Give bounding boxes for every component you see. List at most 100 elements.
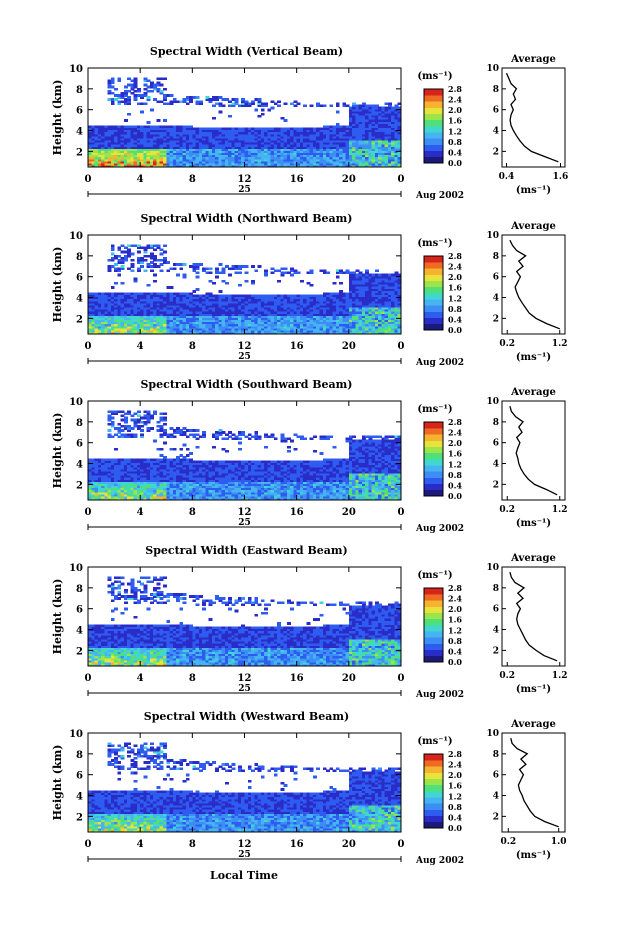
heatmap-cell [176,319,180,323]
heatmap-cell [221,311,226,314]
heatmap-cell [254,311,259,314]
heatmap-cell [143,131,148,135]
heatmap-cell [94,313,99,316]
heatmap-cell [361,102,366,106]
heatmap-cell [159,323,164,327]
heatmap-cell [273,142,278,145]
heatmap-cell [397,302,402,306]
heatmap-cell [179,152,184,156]
heatmap-cell [101,127,105,131]
heatmap-cell [211,133,216,137]
heatmap-cell [361,290,366,293]
heatmap-cell [388,152,392,156]
heatmap-cell [342,146,347,149]
heatmap-cell [374,298,379,302]
heatmap-cell [388,329,392,333]
heatmap-cell [133,148,138,151]
heatmap-cell [221,158,226,162]
heatmap-cell [355,127,360,131]
heatmap-cell [88,125,92,128]
heatmap-cell [251,139,255,143]
heatmap-cell [189,100,193,103]
heatmap-cell [110,133,115,137]
heatmap-cell [283,298,288,302]
heatmap-cell [117,135,122,139]
heatmap-cell [293,158,298,162]
heatmap-cell [91,298,96,302]
heatmap-cell [94,325,99,329]
heatmap-cell [397,164,402,168]
date-number: 25 [238,185,251,195]
heatmap-cell [254,315,259,318]
heatmap-cell [179,292,184,295]
heatmap-cell [371,158,376,162]
heatmap-cell [221,309,226,312]
heatmap-cell [254,319,259,323]
heatmap-cell [335,137,340,141]
heatmap-cell [257,304,262,308]
heatmap-cell [352,156,356,160]
heatmap-cell [97,304,102,308]
heatmap-cell [247,144,252,147]
heatmap-cell [322,317,327,320]
heatmap-cell [136,127,141,131]
colorbar-swatch [424,293,443,300]
heatmap-cell [163,302,167,306]
colorbar-tick-label: 2.8 [448,84,462,94]
heatmap-cell [104,164,109,168]
heatmap-cell [270,319,275,323]
heatmap-cell [397,148,402,151]
heatmap-cell [88,327,92,331]
heatmap-cell [361,131,366,135]
heatmap-cell [123,425,128,428]
heatmap-cell [195,319,200,323]
heatmap-cell [176,139,180,143]
heatmap-cell [342,162,347,166]
heatmap-cell [195,265,200,268]
heatmap-cell [228,294,233,298]
heatmap-cell [260,319,265,323]
heatmap-cell [277,306,281,310]
heatmap-cell [319,150,324,153]
heatmap-cell [172,133,177,137]
heatmap-cell [117,261,122,264]
heatmap-cell [198,135,203,139]
heatmap-cell [159,83,164,87]
heatmap-cell [224,281,229,285]
heatmap-cell [313,164,317,168]
heatmap-cell [231,327,236,331]
heatmap-cell [238,162,242,166]
heatmap-cell [381,275,386,279]
heatmap-cell [110,309,115,312]
heatmap-cell [251,319,255,323]
heatmap-cell [172,267,177,270]
heatmap-cell [195,296,200,300]
heatmap-cell [381,327,386,331]
heatmap-cell [394,123,399,126]
heatmap-cell [110,127,115,131]
heatmap-cell [264,269,268,273]
heatmap-cell [101,146,105,149]
heatmap-cell [397,319,402,323]
heatmap-cell [224,133,229,137]
heatmap-cell [264,309,268,312]
heatmap-cell [153,83,158,87]
heatmap-cell [270,321,275,325]
heatmap-cell [133,292,138,295]
heatmap-cell [378,156,383,160]
heatmap-cell [153,144,158,147]
heatmap-cell [224,323,229,327]
heatmap-cell [270,100,275,103]
heatmap-cell [329,315,334,318]
heatmap-cell [107,137,112,141]
heatmap-cell [169,137,174,141]
heatmap-cell [384,139,389,143]
heatmap-cell [290,300,294,304]
heatmap-cell [110,77,115,81]
heatmap-cell [114,256,118,260]
heatmap-cell [345,158,350,162]
heatmap-cell [110,100,115,103]
heatmap-cell [244,304,249,308]
heatmap-cell [299,131,304,135]
heatmap-cell [365,317,369,320]
